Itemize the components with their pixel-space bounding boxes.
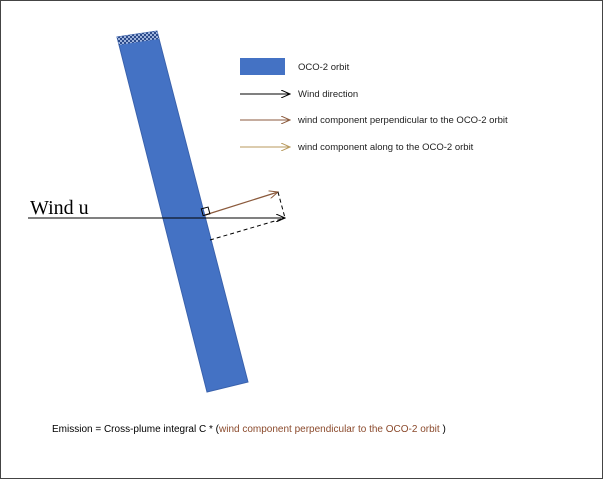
- wind-label: Wind u: [30, 197, 89, 219]
- legend-label: Wind direction: [298, 89, 358, 100]
- legend-swatch: [240, 58, 285, 75]
- legend-label: wind component along to the OCO-2 orbit: [297, 142, 474, 153]
- formula-suffix: ): [440, 424, 446, 435]
- formula: Emission = Cross-plume integral C * (win…: [52, 424, 446, 435]
- formula-highlight: wind component perpendicular to the OCO-…: [218, 424, 440, 435]
- legend-label: wind component perpendicular to the OCO-…: [297, 115, 508, 126]
- orbit-band-top: [117, 31, 159, 45]
- dashed-line: [277, 191, 286, 219]
- legend-label: OCO-2 orbit: [298, 62, 350, 73]
- perpendicular-arrow: [204, 192, 278, 216]
- right-angle: [200, 206, 211, 217]
- dashed-line: [209, 217, 286, 241]
- formula-prefix: Emission = Cross-plume integral C * (: [52, 424, 220, 435]
